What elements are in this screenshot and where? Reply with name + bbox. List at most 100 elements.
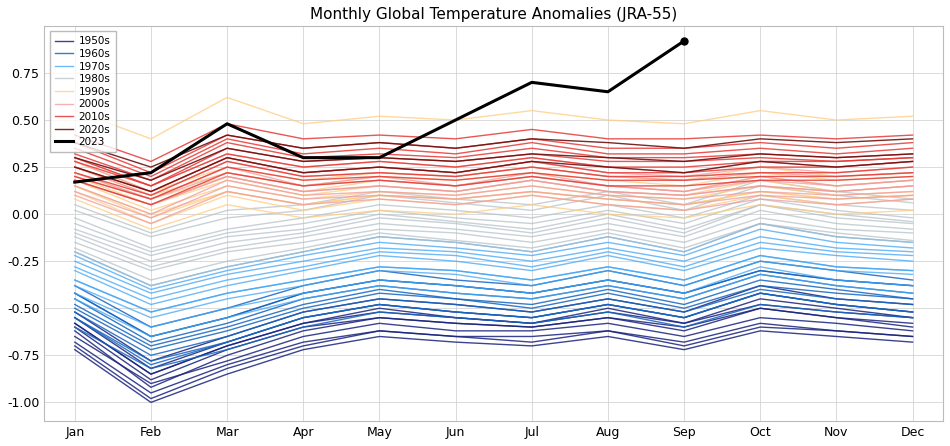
2000s [526, 178, 538, 183]
2010s [221, 165, 233, 170]
2020s [69, 165, 81, 170]
Line: 1990s: 1990s [75, 186, 913, 218]
1960s [450, 296, 462, 301]
2020s [526, 159, 538, 164]
1950s [69, 328, 81, 334]
1980s [754, 208, 766, 213]
2000s [907, 183, 919, 189]
1950s [830, 315, 842, 320]
1980s [602, 221, 614, 226]
2023 [221, 121, 233, 127]
1980s [373, 221, 385, 226]
1950s [526, 324, 538, 330]
1960s [526, 306, 538, 311]
2020s [450, 170, 462, 175]
1980s [678, 234, 690, 240]
1970s [69, 277, 81, 283]
1960s [221, 328, 233, 334]
1990s [678, 202, 690, 207]
1960s [297, 306, 309, 311]
2020s [145, 189, 157, 194]
Line: 2020s: 2020s [75, 157, 913, 191]
1950s [678, 328, 690, 334]
1950s [602, 315, 614, 320]
2000s [297, 189, 309, 194]
1960s [69, 306, 81, 311]
2020s [678, 170, 690, 175]
1970s [373, 264, 385, 269]
1970s [602, 264, 614, 269]
1950s [145, 384, 157, 390]
2023 [450, 117, 462, 123]
1980s [145, 264, 157, 269]
1950s [450, 321, 462, 326]
2000s [678, 193, 690, 198]
1960s [754, 283, 766, 288]
2020s [602, 165, 614, 170]
Line: 1970s: 1970s [75, 256, 913, 312]
1980s [830, 221, 842, 226]
2010s [145, 196, 157, 202]
1970s [830, 264, 842, 269]
2000s [754, 183, 766, 189]
2010s [373, 174, 385, 179]
Title: Monthly Global Temperature Anomalies (JRA-55): Monthly Global Temperature Anomalies (JR… [310, 7, 677, 22]
2010s [297, 178, 309, 183]
1990s [69, 183, 81, 189]
1960s [373, 290, 385, 296]
2020s [754, 159, 766, 164]
Line: 2010s: 2010s [75, 167, 913, 199]
2010s [602, 178, 614, 183]
1970s [754, 253, 766, 258]
1970s [526, 277, 538, 283]
1980s [450, 227, 462, 232]
2010s [526, 170, 538, 175]
1990s [602, 196, 614, 202]
2010s [69, 174, 81, 179]
1950s [221, 353, 233, 358]
1980s [221, 245, 233, 251]
2010s [678, 178, 690, 183]
1960s [830, 290, 842, 296]
2020s [297, 170, 309, 175]
1970s [907, 268, 919, 273]
1990s [145, 215, 157, 221]
Legend: 1950s, 1960s, 1970s, 1980s, 1990s, 2000s, 2010s, 2020s, 2023: 1950s, 1960s, 1970s, 1980s, 1990s, 2000s… [49, 31, 116, 153]
2020s [830, 165, 842, 170]
2023 [297, 155, 309, 160]
2000s [602, 189, 614, 194]
2010s [830, 174, 842, 179]
2023 [602, 89, 614, 95]
1950s [373, 315, 385, 320]
1960s [907, 296, 919, 301]
1970s [678, 277, 690, 283]
1990s [526, 189, 538, 194]
2023 [373, 155, 385, 160]
1980s [69, 234, 81, 240]
Line: 2023: 2023 [75, 41, 684, 182]
1970s [297, 277, 309, 283]
1980s [907, 227, 919, 232]
1990s [297, 202, 309, 207]
1960s [678, 306, 690, 311]
2010s [907, 170, 919, 175]
2020s [373, 165, 385, 170]
2000s [221, 174, 233, 179]
1950s [754, 306, 766, 311]
2020s [907, 159, 919, 164]
2023 [678, 38, 690, 44]
1990s [907, 193, 919, 198]
2000s [145, 202, 157, 207]
2000s [830, 189, 842, 194]
1960s [145, 347, 157, 352]
2000s [450, 189, 462, 194]
Line: 1960s: 1960s [75, 285, 913, 350]
2010s [754, 174, 766, 179]
Line: 1980s: 1980s [75, 211, 913, 267]
2020s [221, 155, 233, 160]
2000s [373, 183, 385, 189]
1970s [221, 290, 233, 296]
1980s [297, 234, 309, 240]
Line: 2000s: 2000s [75, 177, 913, 205]
1990s [450, 196, 462, 202]
